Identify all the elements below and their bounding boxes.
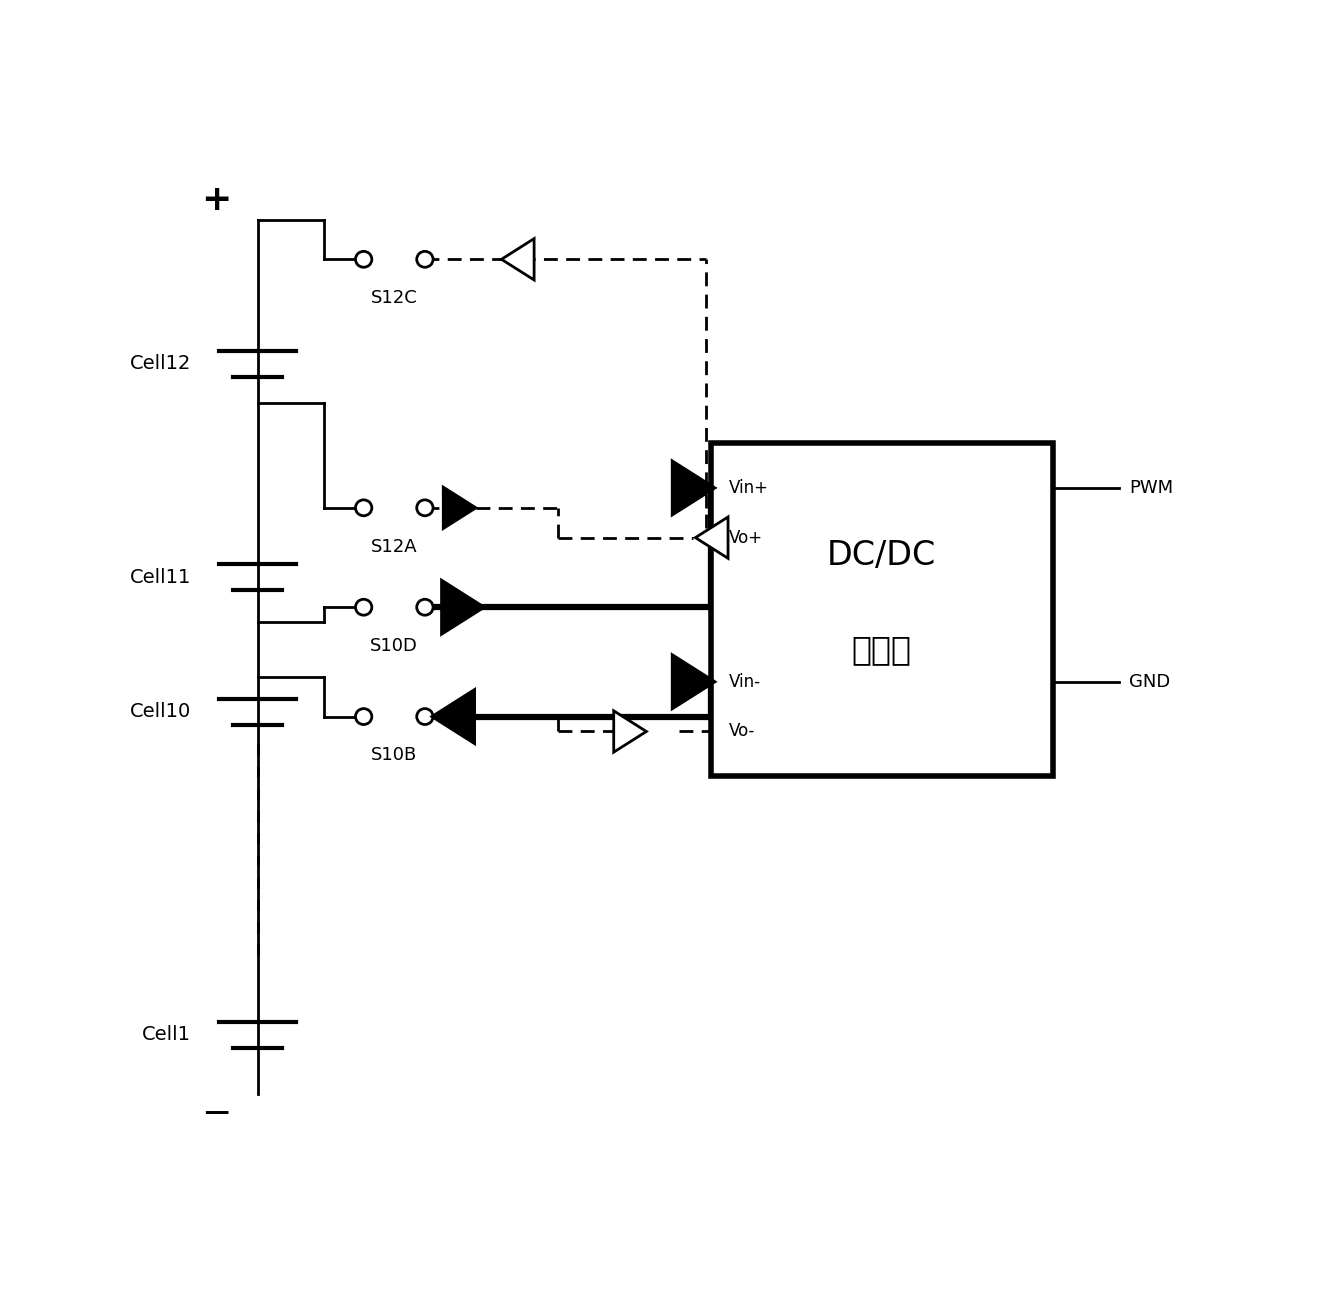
Circle shape: [356, 252, 371, 267]
Text: Cell12: Cell12: [130, 354, 191, 373]
Polygon shape: [674, 658, 711, 706]
Text: S12C: S12C: [371, 289, 417, 307]
Text: S12A: S12A: [371, 537, 417, 555]
Text: Vin-: Vin-: [730, 673, 761, 691]
Text: −: −: [202, 1097, 232, 1131]
Polygon shape: [444, 487, 475, 528]
Text: DC/DC: DC/DC: [827, 538, 936, 572]
Polygon shape: [614, 711, 647, 753]
Polygon shape: [444, 584, 481, 631]
Text: GND: GND: [1129, 673, 1171, 691]
Circle shape: [356, 599, 371, 616]
Text: Cell11: Cell11: [130, 568, 191, 587]
Polygon shape: [435, 693, 473, 741]
Circle shape: [416, 500, 433, 516]
Polygon shape: [674, 463, 711, 511]
Text: S10D: S10D: [370, 636, 419, 655]
Text: Vin+: Vin+: [730, 479, 769, 497]
Text: 变换器: 变换器: [852, 633, 911, 666]
Circle shape: [416, 599, 433, 616]
Circle shape: [416, 252, 433, 267]
Text: +: +: [202, 182, 232, 217]
Text: Cell1: Cell1: [142, 1025, 191, 1044]
Text: PWM: PWM: [1129, 479, 1173, 497]
Text: Vo+: Vo+: [730, 528, 763, 546]
FancyBboxPatch shape: [711, 443, 1052, 776]
Text: Vo-: Vo-: [730, 723, 756, 741]
Text: S10B: S10B: [371, 746, 417, 764]
Polygon shape: [502, 239, 535, 280]
Circle shape: [416, 709, 433, 724]
Polygon shape: [695, 516, 728, 558]
Circle shape: [356, 709, 371, 724]
Circle shape: [356, 500, 371, 516]
Text: Cell10: Cell10: [130, 702, 191, 722]
